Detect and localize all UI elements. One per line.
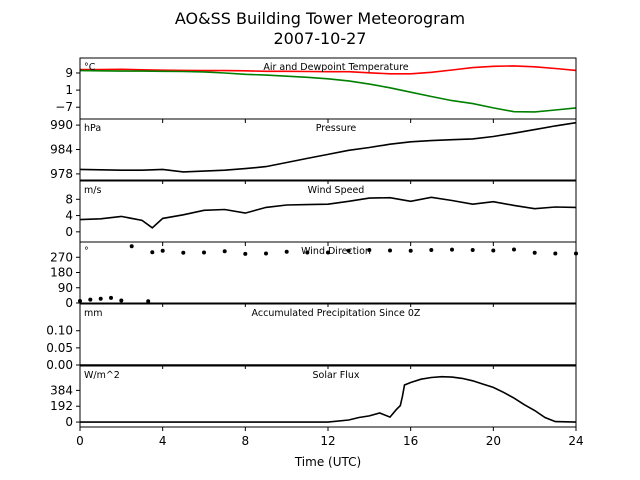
panel-4-unit: ° bbox=[84, 246, 89, 257]
panel-5-ytick-label: 0.10 bbox=[46, 324, 73, 338]
panel-4-point bbox=[202, 250, 206, 255]
panel-4-point bbox=[346, 248, 351, 253]
panel-6-ytick-label: 192 bbox=[50, 399, 73, 413]
panel-4-point bbox=[88, 297, 93, 302]
panel-4-point bbox=[129, 244, 134, 249]
panel-6-series-1-line bbox=[80, 375, 577, 423]
panel-4-point bbox=[367, 248, 372, 252]
panel-4-point bbox=[553, 251, 558, 256]
panel-4-ytick-label: 180 bbox=[50, 266, 73, 280]
panel-4-point bbox=[109, 295, 113, 300]
panel-1-ytick-label: 1 bbox=[65, 83, 73, 97]
panel-6-ytick-label: 0 bbox=[65, 415, 73, 429]
chart-title: AO&SS Building Tower Meteorogram bbox=[175, 9, 465, 28]
panel-6-unit: W/m^2 bbox=[84, 370, 120, 381]
panel-5-title: Accumulated Precipitation Since 0Z bbox=[252, 308, 421, 319]
panel-4-point bbox=[408, 248, 413, 253]
panel-4-point bbox=[491, 248, 496, 253]
panel-3: 8 4 0 m/s Wind Speed bbox=[65, 180, 577, 246]
panel-5: 0.10 0.05 0.00 mm Accumulated Precipitation … bbox=[46, 303, 577, 372]
x-tick-label: 16 bbox=[403, 434, 418, 448]
panel-2: 990 984 978 hPa Pressure bbox=[50, 118, 577, 184]
panel-1-ytick-label: −7 bbox=[55, 100, 73, 114]
x-tick-label: 4 bbox=[159, 434, 167, 448]
panel-1-series-2-line bbox=[79, 69, 577, 113]
panel-6-ytick-label: 384 bbox=[50, 383, 73, 397]
panel-4-point bbox=[264, 251, 268, 256]
panel-6-title: Solar Flux bbox=[313, 370, 360, 381]
panel-4-point bbox=[119, 298, 124, 303]
panel-6: 384 192 0 W/m^2 Solar Flux bbox=[50, 365, 577, 431]
panel-4-point bbox=[532, 250, 537, 255]
x-tick-label: 0 bbox=[76, 434, 84, 448]
panel-5-ytick-label: 0.00 bbox=[46, 358, 73, 372]
panel-4-point bbox=[388, 248, 392, 253]
panel-4-point bbox=[284, 249, 289, 254]
x-tick-label: 20 bbox=[486, 434, 501, 448]
panel-4-point bbox=[181, 250, 186, 255]
panel-5-unit: mm bbox=[84, 308, 103, 319]
x-tick-label: 24 bbox=[568, 434, 583, 448]
x-axis-label: Time (UTC) bbox=[294, 455, 361, 469]
panel-4-ytick-label: 0 bbox=[65, 296, 73, 310]
x-tick-label: 8 bbox=[242, 434, 250, 448]
x-axis: 0 4 8 12 16 20 24 bbox=[76, 434, 583, 448]
panel-1-unit: °C bbox=[84, 62, 96, 73]
panel-4-point bbox=[150, 250, 155, 255]
panel-4-point bbox=[450, 247, 454, 252]
panel-1: 9 1 −7 °C Air and Dewpoint Temperature bbox=[55, 57, 577, 123]
panel-1-series-1-line bbox=[80, 65, 577, 75]
panel-4-point bbox=[160, 248, 165, 253]
panel-4-point bbox=[429, 248, 434, 252]
panel-3-ytick-label: 4 bbox=[65, 209, 73, 223]
panel-2-ytick-label: 984 bbox=[50, 143, 73, 157]
panel-4-point bbox=[222, 249, 227, 254]
panel-3-series-1-line bbox=[79, 196, 577, 229]
panel-4-point bbox=[326, 250, 330, 255]
panel-4-point bbox=[146, 299, 151, 304]
panel-2-series-1-line bbox=[79, 121, 577, 173]
panel-4-point bbox=[470, 248, 475, 252]
panel-2-title: Pressure bbox=[316, 123, 357, 134]
panel-4-point bbox=[305, 250, 310, 255]
x-tick-label: 12 bbox=[320, 434, 335, 448]
panel-4-title: Wind Direction bbox=[301, 246, 371, 257]
panel-4-point bbox=[512, 247, 516, 252]
panel-2-ytick-label: 990 bbox=[50, 118, 73, 132]
panel-5-ytick-label: 0.05 bbox=[46, 341, 73, 355]
panel-1-title: Air and Dewpoint Temperature bbox=[263, 62, 408, 73]
panel-2-ytick-label: 978 bbox=[50, 167, 73, 181]
panel-4-ytick-label: 90 bbox=[58, 281, 73, 295]
panel-4-point bbox=[243, 251, 248, 256]
panel-3-unit: m/s bbox=[84, 185, 101, 196]
panel-4-ytick-label: 270 bbox=[50, 250, 73, 264]
panel-4-point bbox=[98, 296, 103, 301]
panel-3-ytick-label: 8 bbox=[65, 192, 73, 206]
panel-1-ytick-label: 9 bbox=[65, 66, 73, 80]
panel-2-unit: hPa bbox=[84, 123, 101, 134]
panel-3-ytick-label: 0 bbox=[65, 225, 73, 239]
panels-group: 9 1 −7 °C Air and Dewpoint Temperature 990 984… bbox=[46, 57, 578, 431]
panel-3-title: Wind Speed bbox=[308, 185, 365, 196]
chart-subtitle: 2007-10-27 bbox=[274, 29, 367, 48]
